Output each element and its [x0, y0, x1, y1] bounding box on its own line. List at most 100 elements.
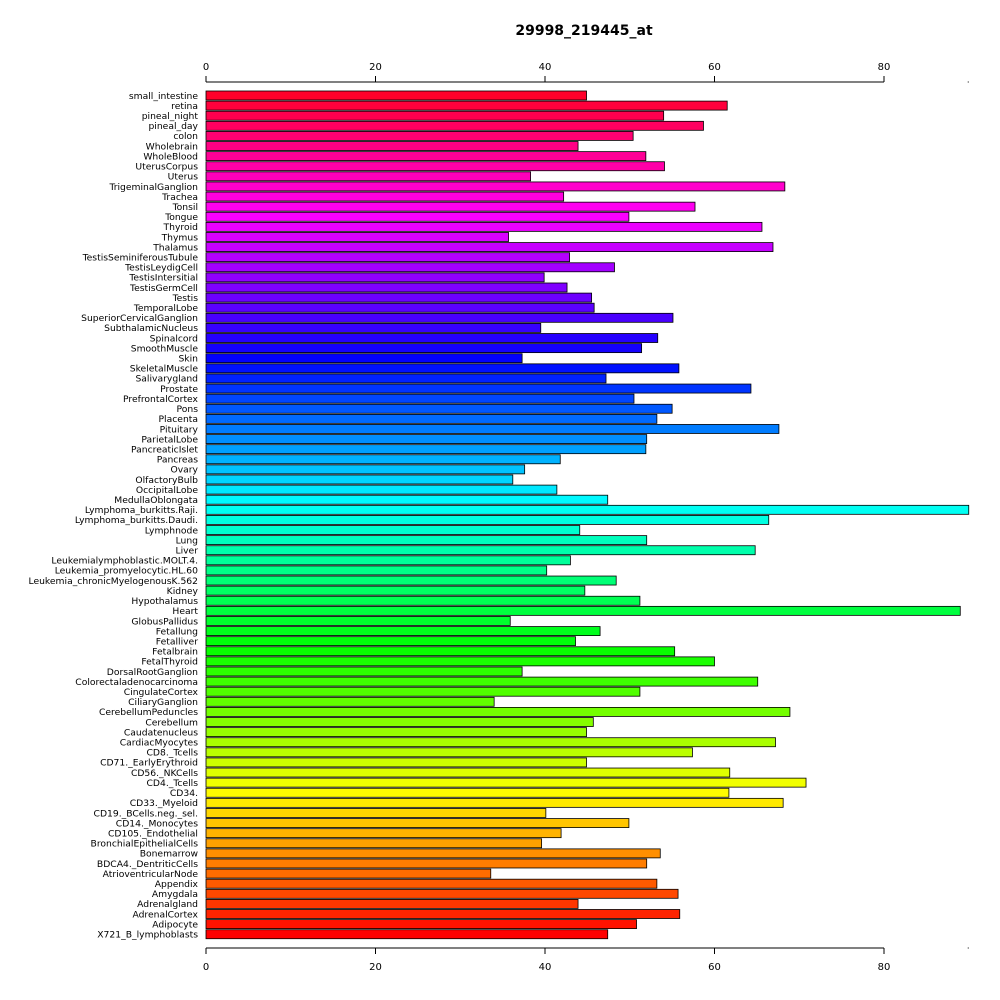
category-label: Pituitary — [160, 424, 199, 435]
category-label: Leukemialymphoblastic.MOLT.4. — [51, 556, 198, 567]
bar-BDCA4._DentriticCells — [205, 858, 648, 869]
category-label: Pancreas — [157, 455, 198, 466]
bar-Thyroid — [205, 221, 763, 232]
bar-Salivarygland — [205, 373, 607, 384]
bar-CD56._NKCells — [205, 767, 731, 778]
bar-X721_B_lymphoblasts — [205, 929, 609, 940]
bar-Fetallung — [205, 626, 601, 636]
category-label: Colorectaladenocarcinoma — [75, 677, 198, 688]
category-label: TrigeminalGanglion — [108, 182, 198, 193]
category-label: Leukemia_promyelocytic.HL.60 — [55, 566, 198, 577]
bar-colon — [205, 131, 634, 141]
bar-UterusCorpus — [205, 161, 665, 172]
category-label: Salivarygland — [135, 374, 198, 385]
bar-SuperiorCervicalGanglion — [205, 312, 674, 323]
category-label: Lymphoma_burkitts.Daudi. — [75, 515, 198, 526]
category-label: X721_B_lymphoblasts — [97, 930, 198, 941]
bar-Placenta — [205, 413, 658, 424]
bar-Tongue — [205, 211, 630, 222]
category-label: PrefrontalCortex — [123, 394, 199, 405]
category-label: Testis — [172, 293, 199, 304]
category-label: TestisIntersitial — [128, 273, 198, 284]
chart-title: 29998_219445_at — [515, 23, 653, 39]
category-label: Adipocyte — [152, 919, 198, 930]
bar-Amygdala — [205, 888, 679, 899]
category-label: Fetallung — [156, 626, 198, 637]
category-label: small_intestine — [129, 91, 198, 102]
category-label: AtrioventricularNode — [103, 869, 199, 880]
category-label: Placenta — [159, 414, 198, 425]
category-label: MedullaOblongata — [114, 495, 198, 506]
category-label: Thymus — [161, 232, 199, 243]
bar-Spinalcord — [205, 333, 659, 343]
category-label: TestisSeminiferousTubule — [82, 252, 199, 263]
bar-CD8._Tcells — [205, 747, 693, 758]
bar-TestisSeminiferousTubule — [205, 252, 570, 263]
top-x-axis: 0 20 40 60 80 — [203, 62, 969, 83]
category-label: CD19._BCells.neg._sel. — [94, 808, 198, 819]
bar-Caudatenucleus — [205, 727, 587, 738]
category-label: Trachea — [161, 192, 198, 203]
bar-WholeBlood — [205, 151, 647, 162]
category-label: Lymphoma_burkitts.Raji. — [85, 505, 198, 516]
bar-MedullaOblongata — [205, 494, 609, 505]
category-label: Lung — [176, 535, 198, 546]
category-label: CD71._EarlyErythroid — [100, 758, 198, 769]
bar-Skin — [205, 353, 523, 364]
bar-Tonsil — [205, 201, 696, 212]
category-label: Tongue — [164, 212, 198, 223]
x-tick-label: 40 — [539, 962, 552, 973]
x-tick-label: 80 — [878, 962, 891, 973]
bar-CiliaryGanglion — [205, 696, 495, 707]
bar-Leukemia_promyelocytic.HL.60 — [205, 565, 548, 576]
bar-Thymus — [205, 232, 509, 242]
bar-BronchialEpithelialCells — [205, 838, 543, 849]
bar-Lymphoma_burkitts.Daudi. — [205, 515, 770, 525]
bar-Pituitary — [205, 424, 780, 434]
category-label: Hypothalamus — [131, 596, 198, 607]
bar-GlobusPallidus — [205, 616, 511, 626]
bar-Adipocyte — [205, 919, 637, 930]
category-label: retina — [171, 101, 198, 112]
bar-Leukemialymphoblastic.MOLT.4. — [205, 555, 571, 566]
bottom-x-axis: 0 20 40 60 80 — [203, 947, 969, 973]
bar-retina — [205, 100, 728, 111]
category-label: PancreaticIslet — [131, 444, 198, 455]
bar-CD105._Endothelial — [205, 828, 562, 839]
bar-Ovary — [205, 464, 526, 475]
category-label: Bonemarrow — [140, 849, 199, 860]
category-label: Skin — [178, 354, 198, 365]
bar-FetalThyroid — [205, 656, 715, 667]
category-label: Spinalcord — [150, 333, 198, 344]
bar-TestisGermCell — [205, 282, 568, 293]
category-label: Tonsil — [172, 202, 198, 213]
bar-CD19._BCells.neg._sel. — [205, 808, 547, 818]
bar-CerebellumPeduncles — [205, 707, 791, 717]
bar-ParietalLobe — [205, 434, 648, 444]
category-label: Uterus — [168, 172, 199, 183]
bar-Lymphnode — [205, 525, 581, 535]
category-label: SmoothMuscle — [131, 343, 199, 354]
bar-Cerebellum — [205, 717, 594, 727]
bar-TestisIntersitial — [205, 272, 545, 283]
category-label: WholeBlood — [143, 151, 198, 162]
category-label: CerebellumPeduncles — [99, 707, 198, 718]
bar-Thalamus — [205, 242, 774, 252]
category-label: CD33._Myeloid — [130, 798, 198, 809]
category-label: GlobusPallidus — [131, 616, 198, 627]
bar-AtrioventricularNode — [205, 868, 492, 879]
category-label: Pons — [177, 404, 199, 415]
bar-Appendix — [205, 878, 658, 889]
bar-SmoothMuscle — [205, 343, 643, 354]
category-label: colon — [173, 131, 198, 142]
x-tick-label: 0 — [203, 62, 209, 73]
category-label: Prostate — [160, 384, 198, 395]
bar-CardiacMyocytes — [205, 737, 776, 748]
category-labels: small_intestineretinapineal_nightpineal_… — [28, 91, 198, 941]
category-label: DorsalRootGanglion — [107, 667, 198, 678]
bar-CD4._Tcells — [205, 777, 807, 788]
category-label: CD105._Endothelial — [108, 828, 198, 839]
bar-Pancreas — [205, 454, 561, 465]
bar-pineal_night — [205, 110, 665, 121]
